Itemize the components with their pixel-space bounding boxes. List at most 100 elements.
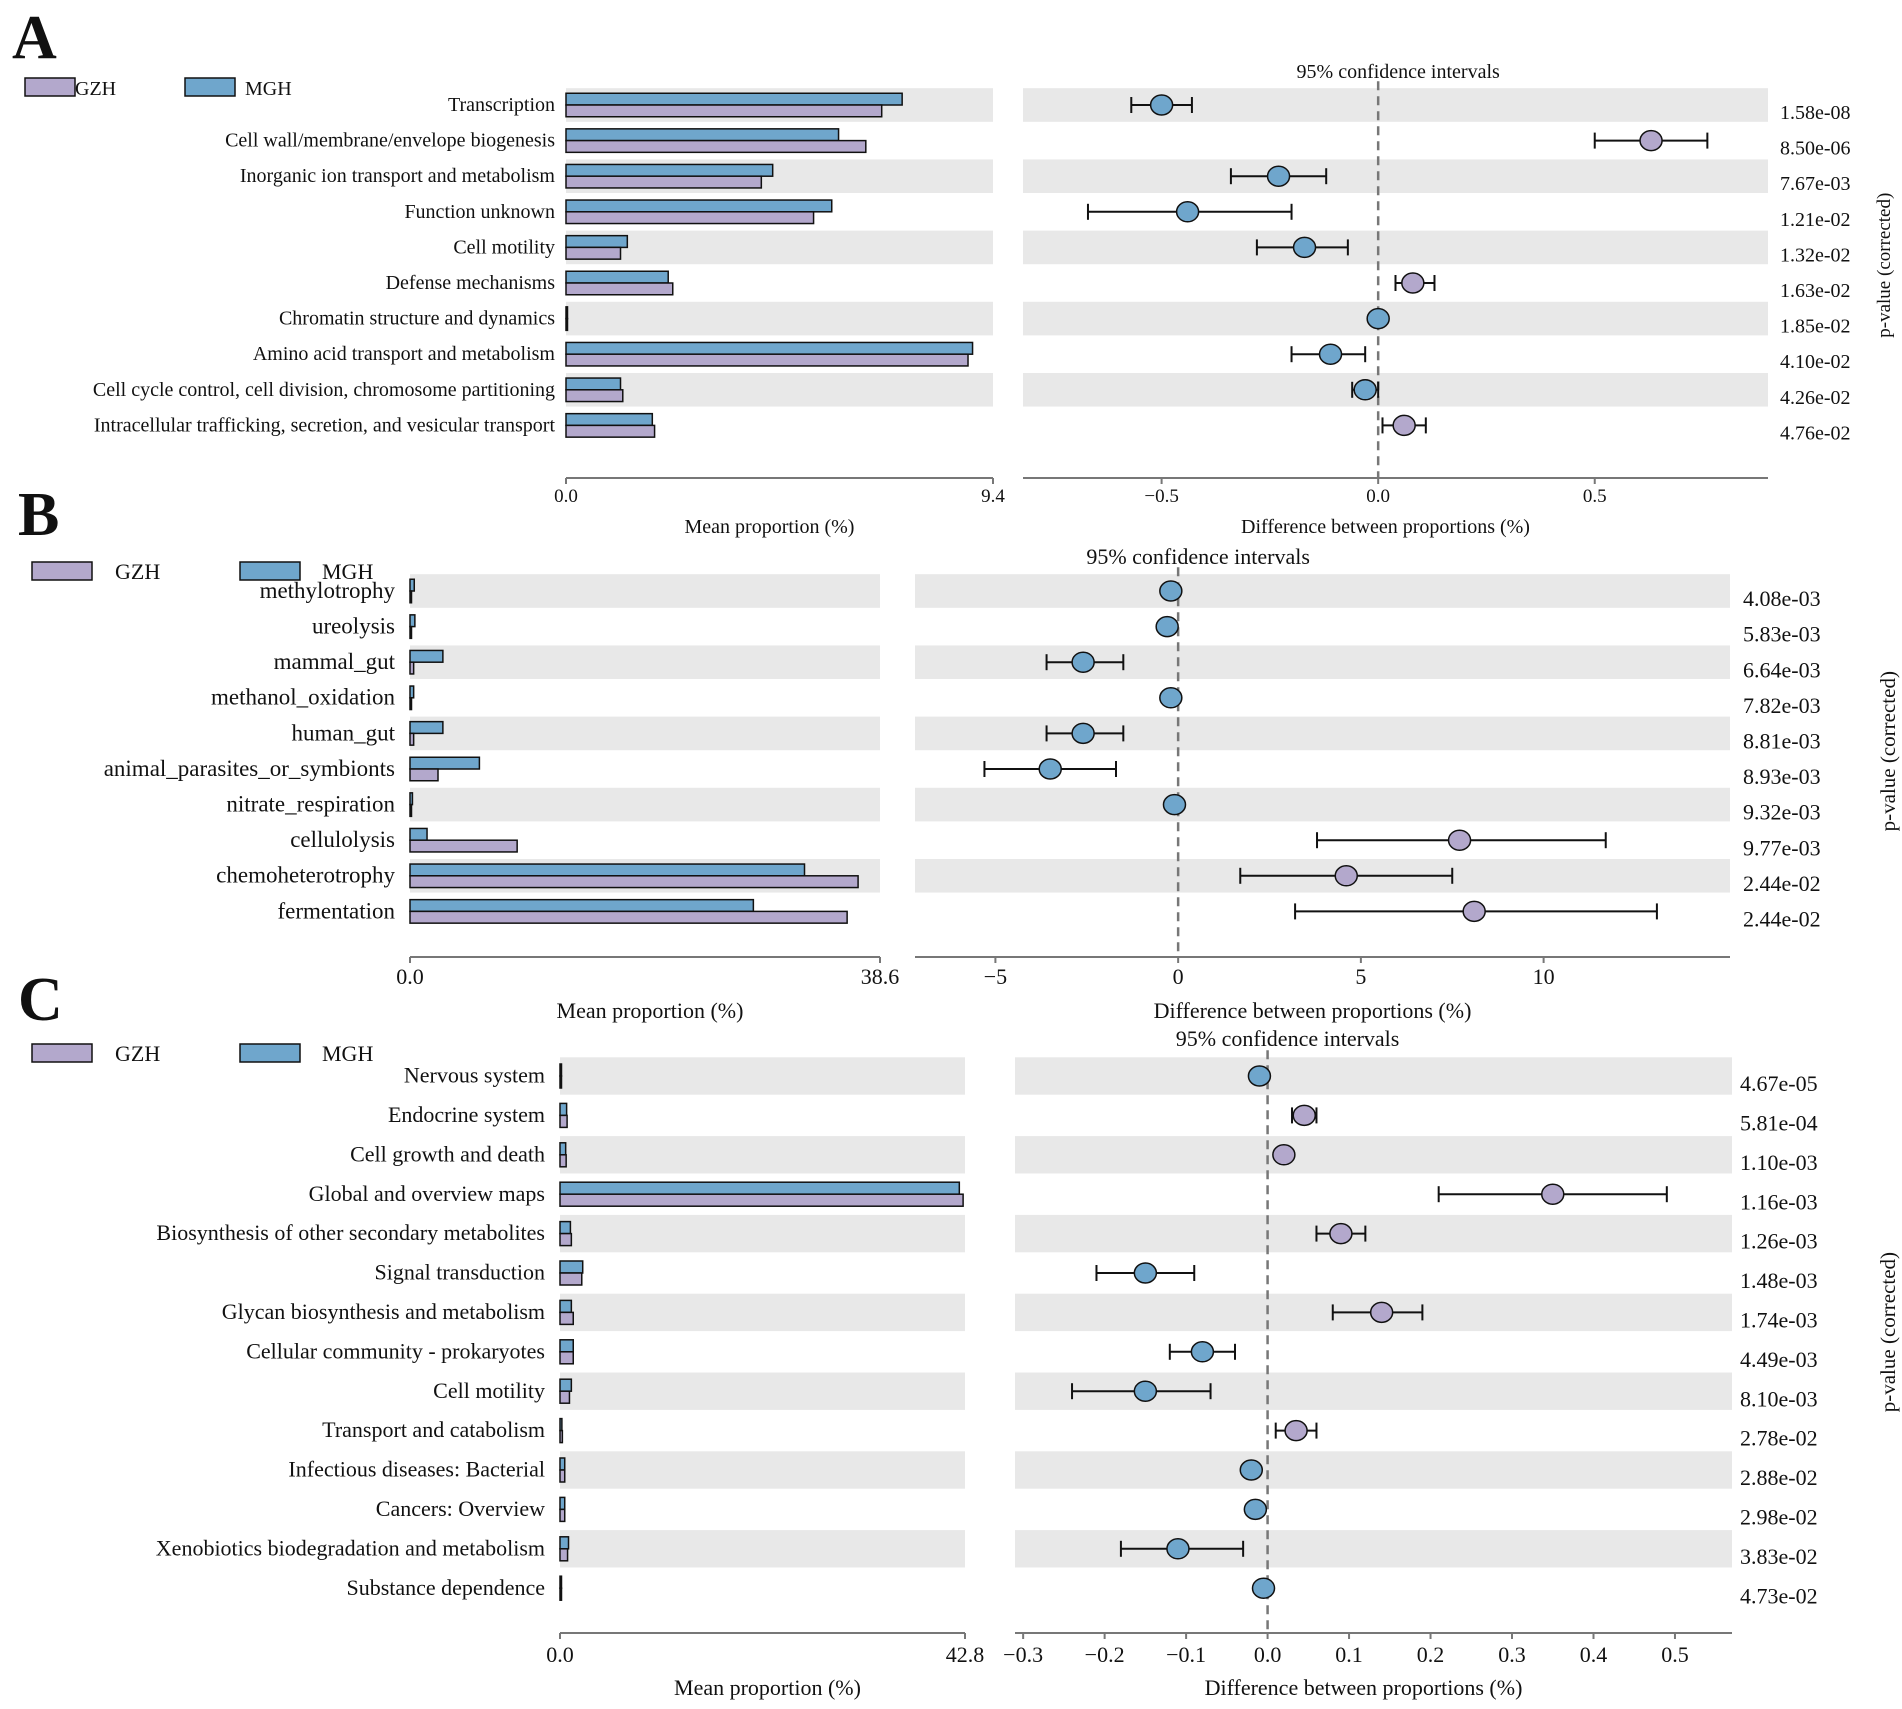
bar-mgh [559,1299,573,1314]
difference-point [1329,1222,1353,1245]
diff-tick-label: 10 [1533,964,1555,989]
p-value: 8.93e-03 [1743,764,1821,789]
legend-swatch-gzh [31,561,93,581]
bar-gzh [565,424,656,438]
diff-tick-label: 0.3 [1498,1642,1526,1667]
mean-axis-label: Mean proportion (%) [685,516,855,538]
bar-gzh [409,910,848,924]
mean-stripe [410,645,880,679]
p-value: 1.63e-02 [1780,280,1851,302]
diff-tick-label: 0.5 [1583,486,1607,507]
mean-axis-label: Mean proportion (%) [674,1675,861,1700]
bar-gzh [559,1390,571,1404]
bar-mgh [409,756,481,770]
diff-axis-label: Difference between proportions (%) [1205,1675,1523,1700]
diff-stripe [1023,230,1768,265]
bar-mgh [559,1220,572,1235]
panel-label: C [18,966,63,1034]
p-value: 4.08e-03 [1743,586,1821,611]
bar-mgh [559,1063,563,1077]
category-label: Cell motility [433,1378,545,1403]
category-label: Nervous system [404,1063,545,1088]
bar-mgh [565,163,774,177]
bar-mgh [565,92,903,106]
category-label: Chromatin structure and dynamics [279,308,555,330]
bar-gzh [559,1193,964,1207]
difference-point [1149,94,1174,116]
difference-point [1266,165,1291,187]
difference-point [1369,1301,1394,1324]
mean-stripe [560,1136,965,1174]
p-value: 9.32e-03 [1743,800,1821,825]
diff-tick-label: −0.2 [1085,1642,1125,1667]
difference-point [1401,272,1425,294]
mean-stripe [566,301,993,336]
p-value: 1.21e-02 [1780,209,1851,231]
category-label: ureolysis [312,614,395,639]
legend-swatch-mgh [239,561,301,581]
category-label: Amino acid transport and metabolism [253,343,556,365]
p-value: 7.67e-03 [1780,173,1851,195]
diff-tick-label: −0.3 [1003,1642,1043,1667]
category-label: Cellular community - prokaryotes [246,1338,545,1363]
diff-tick-label: 0.5 [1661,1642,1689,1667]
p-value: 1.74e-03 [1740,1308,1818,1333]
category-label: Cancers: Overview [376,1496,545,1521]
mean-stripe [410,787,880,822]
bar-gzh [565,246,622,260]
bar-mgh [559,1339,574,1353]
bar-mgh [565,306,569,320]
category-label: Biosynthesis of other secondary metaboli… [156,1220,545,1245]
bar-gzh [409,875,859,889]
difference-point [1133,1262,1158,1284]
difference-point [1639,129,1663,152]
bar-gzh [559,1311,574,1326]
bar-mgh [409,827,428,841]
p-value: 2.78e-02 [1740,1426,1818,1451]
mean-stripe [560,1451,965,1489]
legend-label-mgh: MGH [322,559,373,584]
bar-gzh [559,1154,567,1168]
difference-point [1334,865,1359,887]
category-label: Intracellular trafficking, secretion, an… [94,414,556,436]
difference-point [1162,793,1187,816]
p-value: 4.76e-02 [1780,422,1851,444]
difference-point [1292,1104,1316,1127]
ci-title: 95% confidence intervals [1176,1026,1400,1051]
bar-gzh [559,1232,573,1247]
bar-gzh [559,1075,563,1089]
difference-point [1272,1144,1296,1166]
p-value: 4.26e-02 [1780,387,1851,409]
category-label: Xenobiotics biodegradation and metabolis… [156,1535,545,1560]
legend-swatch-gzh [24,77,76,97]
diff-axis-label: Difference between proportions (%) [1154,998,1472,1023]
bar-gzh [559,1508,566,1523]
bar-gzh [409,697,413,711]
bar-mgh [559,1142,567,1156]
mean-stripe [410,716,880,751]
category-label: Defense mechanisms [386,272,556,294]
p-value: 5.83e-03 [1743,622,1821,647]
legend-swatch-mgh [184,77,236,97]
legend-label-mgh: MGH [322,1041,373,1066]
difference-point [1392,414,1416,437]
bar-gzh [565,104,883,118]
bar-mgh [559,1575,563,1589]
diff-tick-label: 0 [1173,964,1184,989]
diff-stripe [915,716,1730,751]
p-value-axis-label: p-value (corrected) [1876,671,1900,831]
category-label: Transcription [448,94,555,116]
diff-stripe [1023,159,1768,193]
bar-mgh [565,377,622,391]
bar-mgh [565,341,974,355]
bar-mgh [565,199,833,213]
ci-title: 95% confidence intervals [1297,61,1500,83]
mean-tick-label: 42.8 [946,1642,985,1667]
bar-mgh [559,1457,566,1471]
panel-a: A GZH MGH 95% confidence intervals Transcrip… [12,4,1895,538]
bar-gzh [409,590,413,604]
bar-mgh [409,792,414,806]
category-label: Signal transduction [375,1260,545,1285]
panel-label: A [12,4,57,72]
